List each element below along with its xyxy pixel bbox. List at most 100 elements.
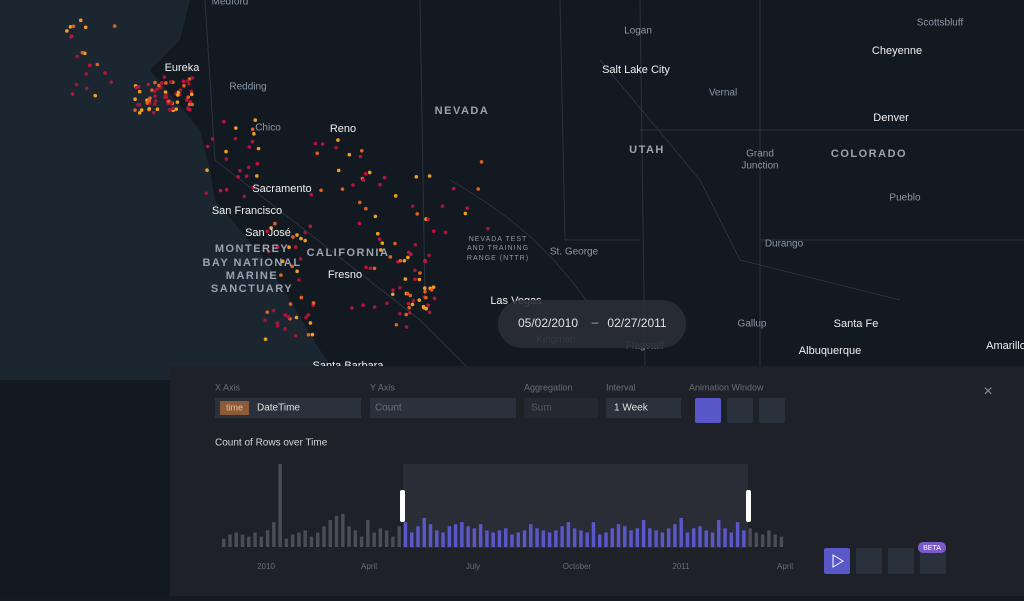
fire-point bbox=[309, 192, 314, 197]
fire-point bbox=[320, 142, 325, 146]
bar bbox=[416, 526, 420, 547]
map-label: Pueblo bbox=[889, 193, 921, 204]
bar bbox=[316, 532, 320, 547]
window-handle[interactable] bbox=[400, 490, 405, 522]
bar bbox=[322, 526, 326, 547]
fire-point bbox=[373, 214, 378, 219]
field-label: X Axis bbox=[215, 382, 241, 392]
fire-point bbox=[306, 332, 311, 337]
fire-point bbox=[440, 204, 445, 208]
interval-select[interactable] bbox=[606, 398, 681, 418]
fire-point bbox=[347, 152, 352, 157]
fire-point bbox=[184, 98, 189, 102]
fire-point bbox=[233, 136, 238, 141]
loop-button[interactable] bbox=[888, 548, 914, 574]
window-handle[interactable] bbox=[746, 490, 751, 522]
close-icon[interactable]: × bbox=[983, 383, 992, 400]
bar bbox=[303, 530, 307, 547]
fire-point bbox=[255, 162, 260, 166]
x-axis-select[interactable] bbox=[215, 398, 361, 418]
bar bbox=[334, 515, 339, 547]
fire-point bbox=[224, 157, 229, 161]
fire-point bbox=[83, 25, 88, 30]
fire-point bbox=[340, 187, 345, 191]
field-label: Aggregation bbox=[524, 382, 573, 392]
play-button[interactable] bbox=[824, 548, 850, 574]
bar bbox=[478, 524, 483, 547]
window-button[interactable] bbox=[727, 398, 753, 423]
fire-point bbox=[147, 106, 152, 111]
fire-point bbox=[265, 310, 270, 314]
fire-point bbox=[187, 81, 191, 86]
window-button[interactable] bbox=[695, 398, 721, 423]
type-tag-text: time bbox=[226, 402, 243, 412]
window-button[interactable] bbox=[759, 398, 785, 423]
fire-point bbox=[283, 313, 288, 317]
bar bbox=[366, 520, 370, 547]
export-button[interactable] bbox=[920, 548, 946, 574]
fire-point bbox=[182, 83, 186, 88]
bar bbox=[541, 530, 546, 547]
fire-point bbox=[160, 81, 164, 85]
bar bbox=[497, 530, 502, 547]
fire-point bbox=[265, 229, 270, 234]
fire-point bbox=[423, 289, 427, 294]
fire-point bbox=[224, 149, 228, 154]
fire-point bbox=[313, 141, 318, 146]
fire-point bbox=[299, 295, 304, 300]
fire-point bbox=[427, 253, 431, 258]
fire-point bbox=[409, 252, 413, 257]
map-label: Eureka bbox=[165, 62, 201, 74]
bar bbox=[272, 522, 276, 547]
bar bbox=[259, 536, 264, 547]
fire-point bbox=[155, 87, 160, 91]
bar bbox=[566, 522, 571, 547]
map-label: Durango bbox=[765, 239, 804, 250]
fire-point bbox=[398, 286, 402, 290]
fire-point bbox=[385, 301, 389, 305]
bar bbox=[610, 528, 614, 547]
fire-point bbox=[275, 321, 280, 325]
bar bbox=[579, 530, 583, 547]
fire-point bbox=[288, 302, 293, 306]
fire-point bbox=[304, 315, 308, 320]
fire-point bbox=[65, 29, 69, 33]
x-tick-label: 2011 bbox=[672, 562, 690, 571]
bar bbox=[547, 532, 552, 547]
fire-point bbox=[190, 102, 195, 107]
fire-point bbox=[133, 108, 137, 112]
fire-point bbox=[357, 200, 362, 205]
speed-button[interactable] bbox=[856, 548, 882, 574]
aggregation-select[interactable] bbox=[524, 398, 598, 418]
fire-point bbox=[252, 132, 256, 136]
fire-point bbox=[358, 154, 363, 159]
fire-point bbox=[367, 170, 372, 175]
bar bbox=[290, 534, 295, 547]
fire-point bbox=[273, 221, 277, 226]
beta-badge bbox=[918, 542, 946, 553]
fire-point bbox=[218, 188, 223, 193]
fire-point bbox=[423, 286, 427, 290]
y-axis-value: Count bbox=[375, 403, 402, 414]
fire-point bbox=[93, 93, 98, 98]
fire-point bbox=[404, 325, 409, 329]
fire-point bbox=[181, 79, 186, 84]
fire-point bbox=[413, 277, 417, 282]
bar bbox=[447, 526, 452, 547]
fire-point bbox=[174, 107, 179, 111]
fire-point bbox=[410, 302, 415, 307]
y-axis-select[interactable] bbox=[370, 398, 516, 418]
fire-point bbox=[398, 311, 402, 316]
bar bbox=[234, 532, 238, 547]
fire-point bbox=[267, 249, 271, 254]
fire-point bbox=[134, 85, 139, 90]
bar bbox=[428, 524, 433, 547]
bar bbox=[347, 526, 351, 547]
bar bbox=[723, 528, 727, 547]
fire-point bbox=[391, 288, 395, 292]
fire-point bbox=[189, 92, 194, 97]
fire-point bbox=[372, 305, 377, 309]
bar bbox=[735, 522, 740, 547]
fire-point bbox=[247, 145, 252, 149]
